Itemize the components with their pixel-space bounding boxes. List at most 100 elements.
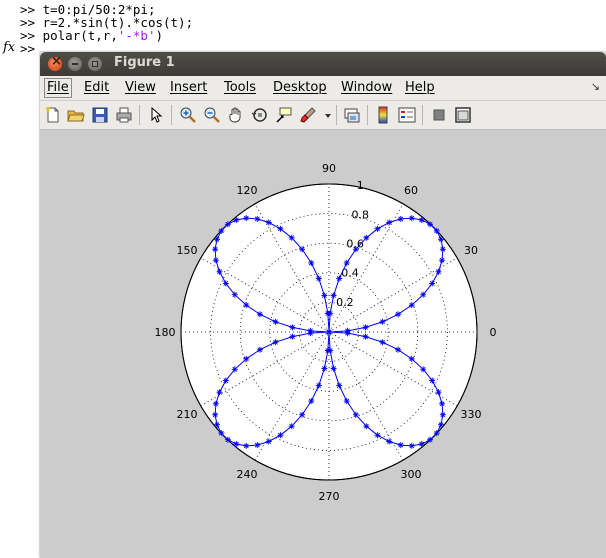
data-point-marker [243, 355, 250, 362]
data-point-marker [362, 333, 369, 340]
data-point-marker [395, 346, 402, 353]
radial-tick-label: 0.6 [346, 238, 364, 251]
data-point-marker [408, 442, 415, 449]
data-point-marker [254, 215, 261, 222]
menu-help[interactable]: Help [405, 80, 435, 95]
data-point-marker [420, 366, 427, 373]
show-plot-tools-icon[interactable] [454, 106, 472, 124]
data-point-marker [308, 398, 315, 405]
data-point-marker [336, 275, 343, 282]
data-point-marker [307, 327, 314, 334]
data-point-marker [326, 329, 332, 335]
brush-icon[interactable] [299, 106, 317, 124]
data-point-marker [435, 389, 442, 396]
data-point-marker [362, 324, 369, 331]
data-point-marker [344, 330, 351, 337]
data-point-marker [243, 302, 250, 309]
select-arrow-icon[interactable] [147, 106, 165, 124]
command-line-1: >> t=0:pi/50:2*pi; [20, 2, 156, 17]
data-point-marker [254, 442, 261, 449]
new-figure-icon[interactable] [44, 106, 62, 124]
data-point-marker [233, 441, 240, 448]
plot-canvas[interactable]: 0.2 0.4 0.6 0.8 1 0 30 60 90 120 150 180 210 240 270 30… [40, 130, 606, 558]
data-point-marker [222, 377, 229, 384]
close-window-button[interactable] [48, 54, 62, 71]
data-point-marker [352, 246, 359, 253]
angular-tick-label: 180 [155, 326, 176, 339]
angular-tick-label: 90 [322, 162, 336, 175]
data-point-marker [363, 423, 370, 430]
brush-dropdown-icon[interactable] [319, 106, 331, 124]
radial-tick-label: 0.2 [336, 296, 354, 309]
data-point-marker [429, 280, 436, 287]
data-point-marker [395, 311, 402, 318]
data-point-marker [289, 324, 296, 331]
data-point-marker [397, 442, 404, 449]
maximize-window-button[interactable] [88, 57, 102, 71]
data-point-marker [256, 311, 263, 318]
radial-tick-label: 0.4 [341, 267, 359, 280]
menu-window[interactable]: Window [341, 80, 393, 95]
menu-bar: File Edit View Insert Tools Desktop Wind… [40, 76, 606, 101]
angular-tick-label: 240 [237, 468, 258, 481]
angular-tick-label: 210 [176, 408, 197, 421]
open-file-icon[interactable] [67, 106, 85, 124]
polar-axes-border [180, 183, 478, 481]
menu-view[interactable]: View [125, 80, 156, 95]
angular-tick-label: 300 [401, 468, 422, 481]
data-point-marker [272, 339, 279, 346]
data-point-marker [418, 216, 425, 223]
menu-insert[interactable]: Insert [170, 80, 208, 95]
radial-grid-circle [298, 301, 359, 362]
save-icon[interactable] [91, 106, 109, 124]
angular-tick-label: 120 [237, 184, 258, 197]
data-point-marker [289, 333, 296, 340]
pan-hand-icon[interactable] [227, 106, 245, 124]
data-point-marker [299, 411, 306, 418]
fx-icon[interactable]: fx [3, 40, 16, 55]
command-line-2: >> r=2.*sin(t).*cos(t); [20, 15, 194, 30]
rotate-3d-icon[interactable] [251, 106, 269, 124]
data-point-marker [321, 365, 328, 372]
menu-tools[interactable]: Tools [224, 80, 257, 95]
link-plot-icon[interactable] [343, 106, 361, 124]
hide-plot-tools-icon[interactable] [430, 106, 448, 124]
data-point-marker [288, 234, 295, 241]
data-point-marker [324, 347, 331, 354]
data-point-marker [243, 215, 250, 222]
data-point-marker [427, 436, 434, 443]
data-point-marker [265, 438, 272, 445]
data-point-marker [397, 215, 404, 222]
data-point-marker [212, 411, 219, 418]
legend-icon[interactable] [398, 106, 416, 124]
data-cursor-icon[interactable] [275, 106, 293, 124]
polar-axes[interactable]: 0.2 0.4 0.6 0.8 1 0 30 60 90 120 150 180 210 240 270 30… [40, 130, 606, 558]
radial-tick-label: 1 [357, 179, 364, 192]
data-point-marker [336, 382, 343, 389]
data-point-marker [231, 366, 238, 373]
angular-tick-label: 0 [490, 326, 497, 339]
toolbar-separator [336, 105, 337, 125]
data-point-marker [315, 382, 322, 389]
menu-edit[interactable]: Edit [84, 80, 110, 95]
print-icon[interactable] [115, 106, 133, 124]
command-prompt-active[interactable]: >> [20, 41, 36, 56]
data-point-marker [439, 411, 446, 418]
data-point-marker [277, 432, 284, 439]
data-point-marker [438, 236, 445, 243]
data-point-marker [386, 219, 393, 226]
zoom-in-icon[interactable] [179, 106, 197, 124]
data-point-marker [213, 236, 220, 243]
colorbar-icon[interactable] [374, 106, 392, 124]
data-point-marker [308, 259, 315, 266]
window-title: Figure 1 [114, 55, 175, 70]
menu-desktop[interactable]: Desktop [273, 80, 327, 95]
radial-tick-label: 0.8 [352, 208, 370, 221]
figure-toolbar [40, 101, 606, 130]
menu-overflow-arrow-icon[interactable]: ↘ [590, 80, 600, 93]
menu-file[interactable]: File [44, 78, 72, 98]
data-point-marker [330, 365, 337, 372]
zoom-out-icon[interactable] [203, 106, 221, 124]
minimize-window-button[interactable] [68, 57, 82, 71]
title-bar[interactable]: Figure 1 [40, 52, 606, 76]
